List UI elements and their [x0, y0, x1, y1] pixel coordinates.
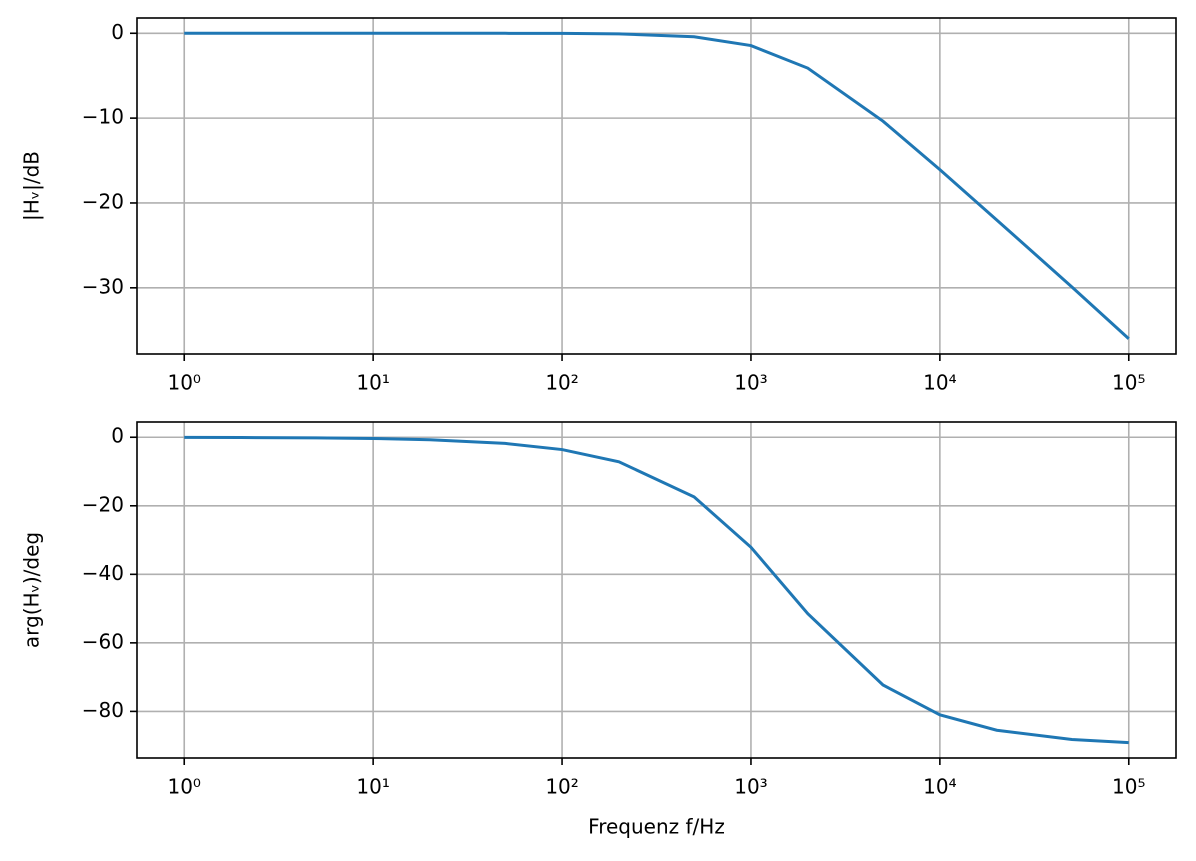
y-tick-label: −30 — [82, 274, 124, 298]
y-axis-label: arg(Hᵥ)/deg — [20, 532, 44, 648]
y-tick-label: −60 — [82, 629, 124, 653]
line-series — [184, 31, 1130, 340]
y-tick-label: −40 — [82, 561, 124, 585]
line-series — [184, 435, 1129, 745]
x-tick-label: 10⁰ — [167, 371, 200, 395]
y-axis-label: |Hᵥ|/dB — [20, 151, 44, 221]
y-tick-label: 0 — [111, 20, 124, 44]
x-tick-label: 10³ — [734, 775, 767, 799]
x-tick-label: 10¹ — [356, 775, 389, 799]
x-tick-label: 10² — [545, 775, 578, 799]
axes-frame — [136, 17, 1177, 355]
x-axis-label: Frequenz f/Hz — [588, 815, 725, 839]
axes-frame — [136, 421, 1177, 759]
y-tick-label: −80 — [82, 698, 124, 722]
x-tick-label: 10⁴ — [923, 371, 956, 395]
x-tick-label: 10⁵ — [1112, 371, 1145, 395]
x-tick-label: 10⁰ — [167, 775, 200, 799]
x-tick-label: 10² — [545, 371, 578, 395]
y-tick-label: 0 — [111, 424, 124, 448]
x-tick-label: 10³ — [734, 371, 767, 395]
y-tick-label: −10 — [82, 105, 124, 129]
x-tick-label: 10⁴ — [923, 775, 956, 799]
y-tick-label: −20 — [82, 492, 124, 516]
x-tick-label: 10¹ — [356, 371, 389, 395]
x-tick-label: 10⁵ — [1112, 775, 1145, 799]
y-tick-label: −20 — [82, 189, 124, 213]
